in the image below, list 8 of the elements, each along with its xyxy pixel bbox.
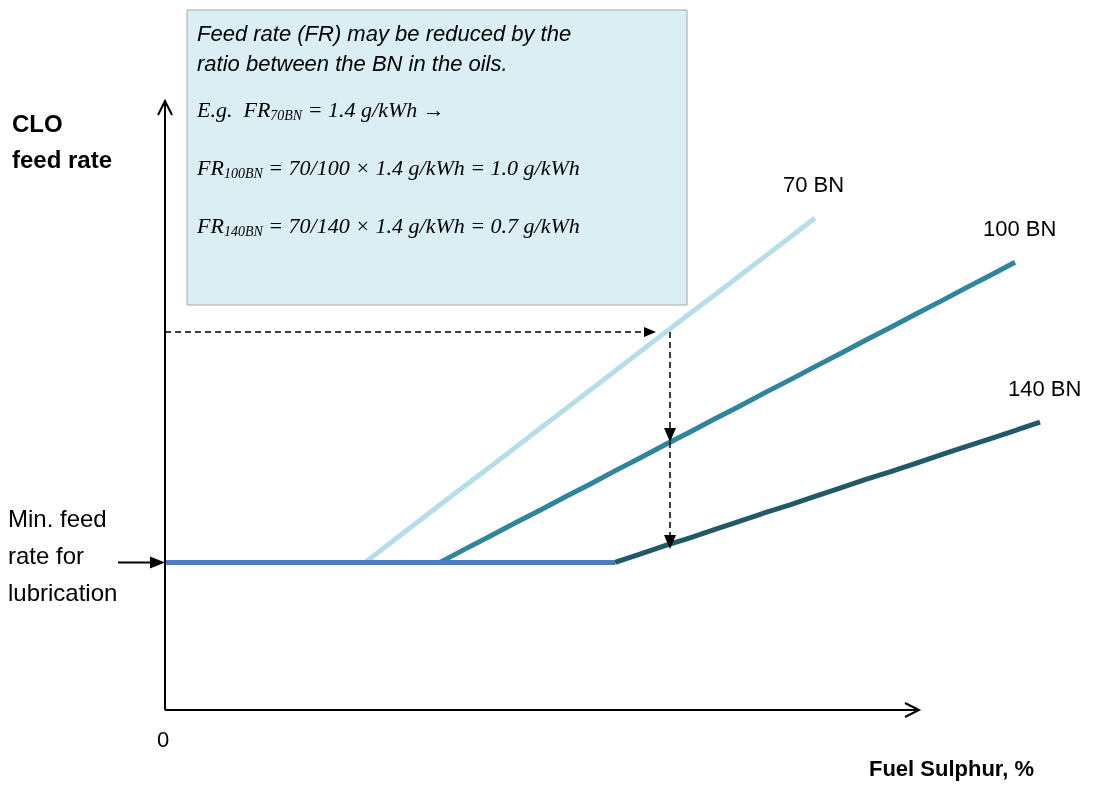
- series-label: 140 BN: [1008, 375, 1082, 401]
- y-axis-title: CLO feed rate: [12, 109, 113, 173]
- text: Feed rate (FR) may be reduced by the ratio between the BN in the oils.: [197, 20, 578, 76]
- text: Min. feed rate for lubrication: [8, 505, 118, 606]
- series-label: 70 BN: [783, 171, 845, 197]
- series-label: 100 BN: [983, 215, 1057, 241]
- x-axis-title: Fuel Sulphur, %: [868, 755, 1034, 781]
- text: 0: [157, 726, 170, 752]
